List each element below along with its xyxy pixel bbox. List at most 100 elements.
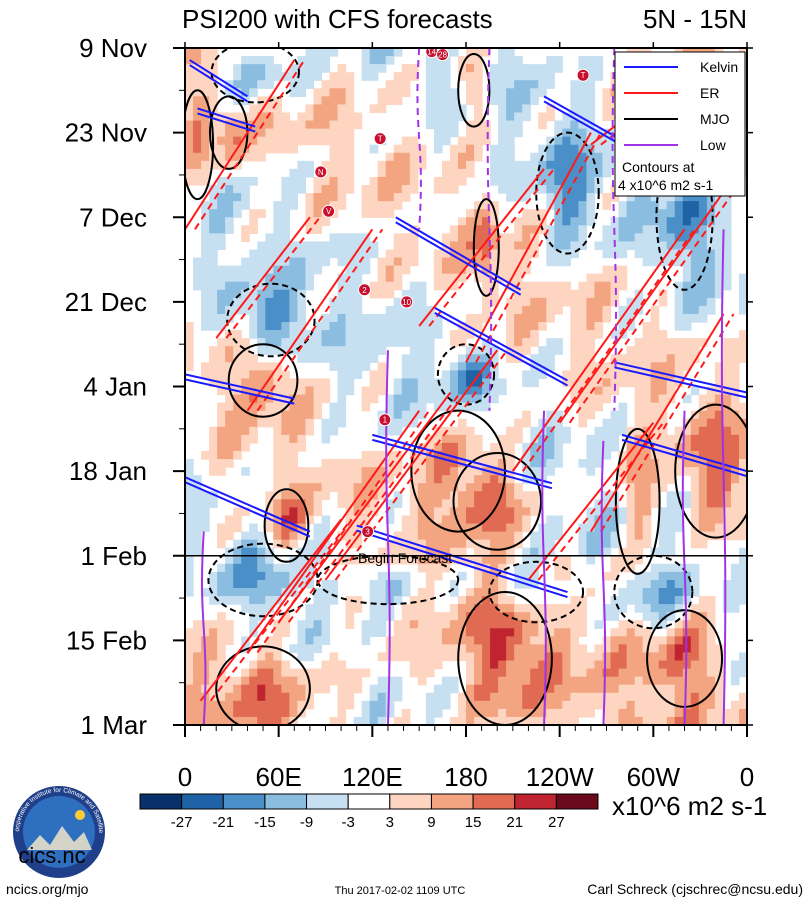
shade-cell	[337, 96, 347, 106]
shade-cell	[329, 168, 339, 178]
shade-cell	[666, 563, 676, 573]
shade-cell	[217, 185, 226, 194]
shade-cell	[650, 652, 660, 662]
shade-cell	[449, 475, 459, 484]
shade-cell	[570, 233, 579, 243]
shade-cell	[658, 636, 668, 646]
shade-cell	[377, 483, 387, 492]
shade-cell	[441, 402, 451, 412]
shade-cell	[642, 531, 652, 541]
shade-cell	[409, 523, 419, 533]
shade-cell	[297, 265, 307, 275]
shade-cell	[562, 241, 571, 251]
shade-cell	[361, 265, 371, 275]
shade-cell	[594, 523, 604, 533]
shade-cell	[289, 579, 298, 589]
shade-cell	[522, 112, 531, 122]
shade-cell	[217, 708, 226, 718]
shade-cell	[530, 330, 539, 339]
shade-cell	[305, 563, 315, 573]
shade-cell	[674, 644, 684, 654]
shade-cell	[241, 604, 250, 613]
shade-cell	[618, 217, 628, 226]
shade-cell	[530, 467, 539, 476]
shade-cell	[482, 370, 491, 380]
shade-cell	[377, 338, 387, 347]
shade-cell	[666, 596, 676, 605]
shade-cell	[361, 338, 371, 347]
shade-cell	[369, 459, 379, 468]
shade-cell	[241, 684, 250, 694]
shade-cell	[425, 628, 435, 637]
shade-cell	[482, 700, 491, 710]
shade-cell	[329, 354, 339, 363]
shade-cell	[634, 644, 644, 654]
shade-cell	[570, 684, 579, 694]
shade-cell	[546, 604, 555, 613]
shade-cell	[474, 716, 483, 725]
shade-cell	[522, 708, 531, 718]
shade-cell	[401, 354, 411, 363]
shade-cell	[273, 418, 282, 428]
shade-cell	[321, 628, 331, 637]
shade-cell	[249, 660, 258, 670]
shade-cell	[249, 112, 258, 122]
shade-cell	[241, 305, 250, 315]
shade-cell	[225, 176, 234, 186]
shade-cell	[570, 620, 579, 629]
shade-cell	[321, 475, 331, 484]
shade-cell	[626, 475, 636, 484]
shade-cell	[698, 241, 708, 251]
shade-cell	[249, 555, 258, 565]
shade-cell	[658, 225, 668, 234]
shade-cell	[321, 112, 331, 122]
shade-cell	[690, 539, 700, 549]
shade-cell	[634, 636, 644, 646]
shade-cell	[433, 273, 443, 283]
shade-cell	[626, 378, 636, 388]
shade-cell	[482, 628, 491, 637]
shade-cell	[698, 289, 708, 299]
shade-cell	[610, 378, 620, 388]
shade-cell	[313, 684, 323, 694]
shade-cell	[586, 507, 596, 517]
shade-cell	[578, 700, 588, 710]
shade-cell	[233, 692, 242, 702]
shade-cell	[217, 523, 226, 533]
shade-cell	[602, 547, 612, 557]
storm-marker	[361, 525, 375, 539]
shade-cell	[666, 547, 676, 557]
shade-cell	[289, 297, 298, 307]
shade-cell	[690, 515, 700, 525]
shade-cell	[650, 620, 660, 629]
shade-cell	[281, 539, 290, 549]
shade-cell	[401, 72, 411, 81]
shade-cell	[185, 104, 194, 114]
shade-cell	[562, 201, 571, 210]
shade-cell	[714, 676, 724, 686]
shade-cell	[618, 644, 628, 654]
shade-cell	[257, 402, 266, 412]
shade-cell	[289, 418, 298, 428]
shade-cell	[417, 313, 427, 323]
shade-cell	[578, 692, 588, 702]
shade-cell	[498, 491, 507, 500]
shade-cell	[305, 48, 315, 57]
shade-cell	[377, 330, 387, 339]
shade-cell	[457, 160, 467, 170]
shade-cell	[257, 692, 266, 702]
shade-cell	[433, 64, 443, 73]
shade-cell	[273, 346, 282, 355]
shade-cell	[441, 483, 451, 492]
legend-label-mjo: MJO	[700, 111, 730, 127]
shade-cell	[474, 442, 483, 452]
shade-cell	[457, 483, 467, 492]
shade-cell	[297, 636, 307, 646]
shade-cell	[225, 338, 234, 347]
shade-cell	[193, 48, 202, 57]
shade-cell	[209, 579, 218, 589]
shade-cell	[698, 700, 708, 710]
shade-cell	[273, 257, 282, 267]
shade-cell	[642, 378, 652, 388]
colorbar-tick-label: -9	[300, 814, 313, 831]
